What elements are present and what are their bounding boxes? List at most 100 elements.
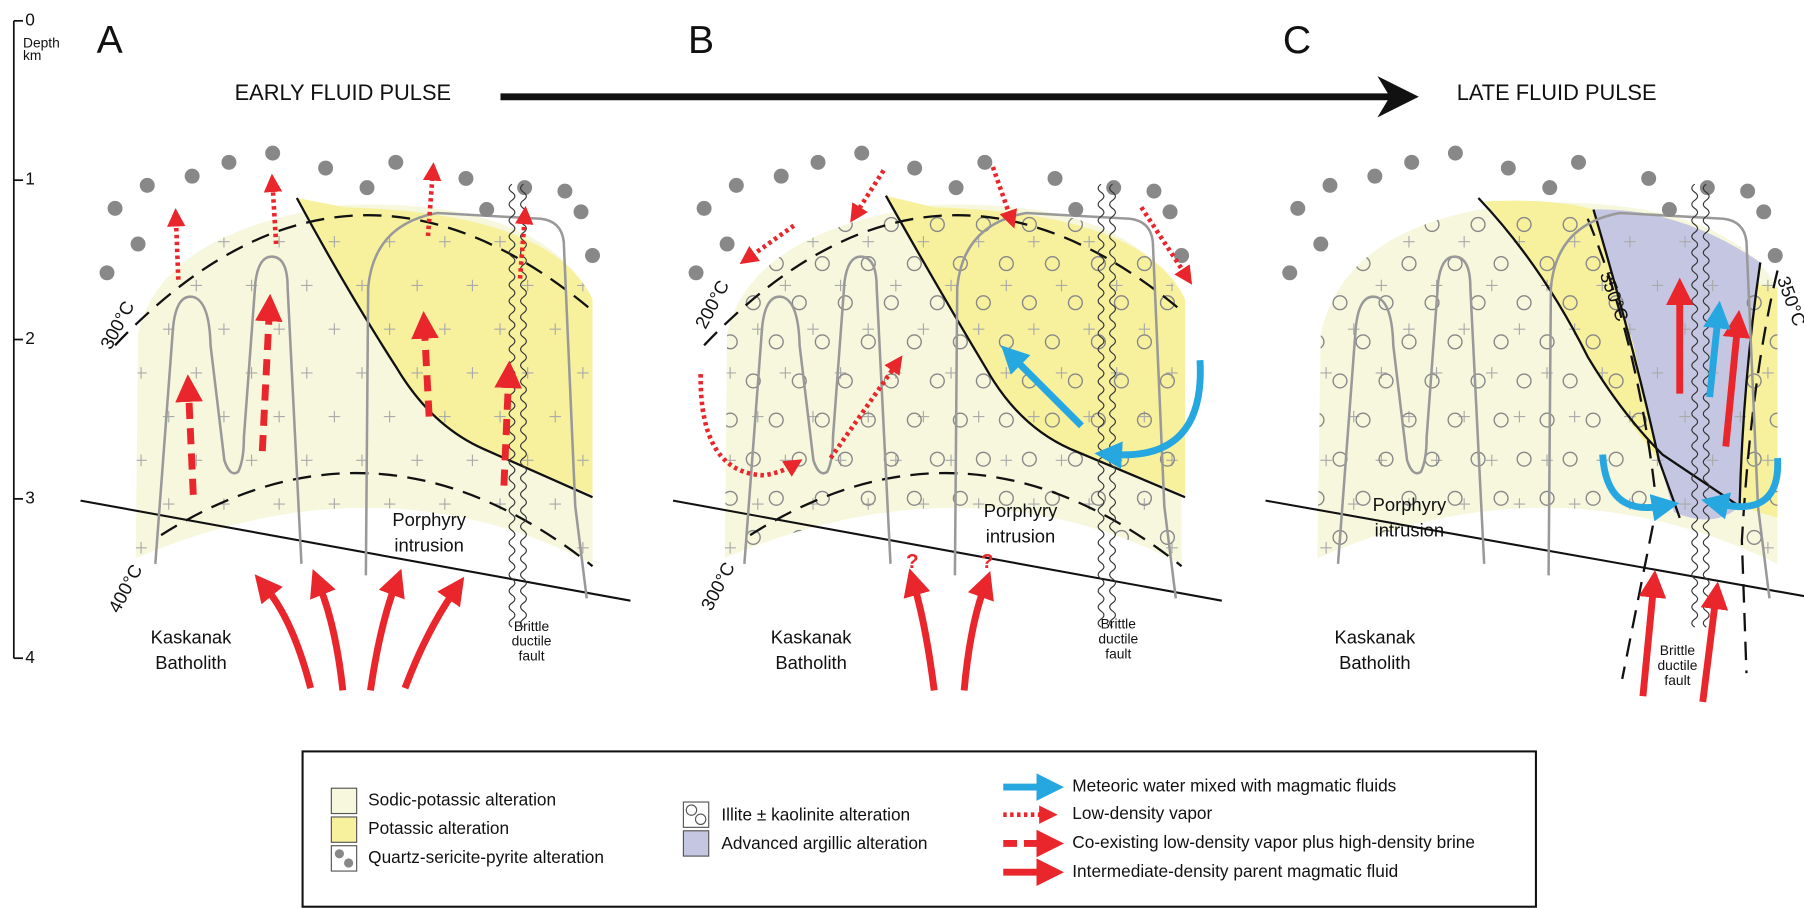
fault-label: fault [1664, 673, 1690, 688]
plus-sign [522, 542, 534, 554]
illite-circle [1068, 531, 1082, 545]
page: Depth km 01234 A B C EARLY FLUID PULSE L… [0, 0, 1804, 908]
qsp-dot [1290, 201, 1305, 216]
legend-swatch [331, 817, 356, 842]
batholith-label: Kaskanak [1334, 627, 1416, 648]
qsp-dot [1048, 171, 1063, 186]
tick-label: 2 [25, 328, 35, 348]
illite-circle [1161, 218, 1175, 232]
intrusion-label: intrusion [394, 534, 464, 555]
parent-fluid-arrow [320, 587, 343, 691]
fault-label: Brittle [1660, 643, 1696, 658]
illite-circle [1310, 257, 1324, 271]
tick-label: 3 [25, 487, 35, 507]
legend-text: Advanced argillic alteration [721, 833, 927, 853]
plus-sign [1596, 542, 1608, 554]
intrusion-label: Porphyry [1373, 494, 1447, 515]
parent-fluid-arrow [915, 587, 935, 691]
qsp-dot [1282, 265, 1297, 280]
qsp-dot [318, 161, 333, 176]
fault-label: Brittle [1101, 616, 1137, 631]
question-mark: ? [906, 550, 919, 573]
qsp-dot [1367, 169, 1382, 184]
tick-label: 4 [25, 647, 35, 667]
isotherm-label: 300°C [696, 559, 739, 614]
fault-label: ductile [512, 634, 552, 649]
illite-circle [1655, 531, 1669, 545]
parent-fluid-arrow [1643, 589, 1653, 696]
qsp-dot [574, 204, 589, 219]
isotherm-label: 300°C [96, 297, 139, 352]
intrusion-label: intrusion [1375, 520, 1445, 541]
plus-sign [550, 236, 562, 248]
legend-text: Potassic alteration [368, 818, 509, 838]
qsp-dot [1501, 161, 1516, 176]
plus-sign [1320, 280, 1332, 292]
qsp-dot [265, 146, 280, 161]
parent-fluid-arrow [267, 589, 311, 688]
plus-sign [780, 542, 792, 554]
legend: Sodic-potassic alteration Potassic alter… [303, 751, 1536, 906]
intrusion-label: Porphyry [984, 500, 1058, 521]
isotherm-label: 350°C [1773, 273, 1804, 328]
qsp-dot [720, 237, 735, 252]
qsp-dot [977, 155, 992, 170]
qsp-dot [131, 237, 146, 252]
qsp-dot [811, 155, 826, 170]
intrusion-label: Porphyry [392, 509, 466, 530]
qsp-dot [729, 178, 744, 193]
figure: Depth km 01234 A B C EARLY FLUID PULSE L… [0, 0, 1804, 908]
parent-fluid-arrow [964, 589, 984, 690]
legend-dot [344, 858, 353, 867]
fault-label: fault [518, 649, 544, 664]
plus-sign [191, 542, 203, 554]
qsp-dot [1163, 204, 1178, 219]
illite-circle [1184, 335, 1198, 349]
qsp-dot [1571, 155, 1586, 170]
legend-text: Illite ± kaolinite alteration [721, 804, 910, 824]
legend-swatch [331, 788, 356, 813]
illite-circle [1609, 531, 1623, 545]
vapor-arrow [176, 221, 178, 280]
parent-fluid-arrow [405, 593, 453, 688]
qsp-dot [774, 169, 789, 184]
illite-circle [1563, 531, 1577, 545]
legend-text: Meteoric water mixed with magmatic fluid… [1072, 776, 1396, 796]
fault-label: ductile [1098, 631, 1138, 646]
qsp-dot [1740, 184, 1755, 199]
plus-sign [890, 542, 902, 554]
qsp-dot [1542, 180, 1557, 195]
qsp-dot [479, 202, 494, 217]
parent-fluid-arrow [370, 587, 394, 691]
legend-text: Co-existing low-density vapor plus high-… [1072, 832, 1475, 852]
plus-sign [135, 280, 147, 292]
plus-sign [467, 542, 479, 554]
qsp-dot [360, 180, 375, 195]
illite-circle [792, 218, 806, 232]
intrusion-label: intrusion [986, 525, 1056, 546]
qsp-dot [557, 184, 572, 199]
panel-c: 350°C 350°C Porphyry intrusion Kaskanak … [1266, 146, 1804, 702]
legend-swatch [683, 831, 708, 856]
plus-sign [1431, 542, 1443, 554]
panel-b: 200°C 300°C ? ? Porphyry intrusion Kaska… [673, 146, 1222, 691]
legend-circle [686, 805, 696, 815]
qsp-dot [1404, 155, 1419, 170]
illite-circle [1517, 531, 1531, 545]
plus-sign [301, 542, 313, 554]
qsp-dot [1146, 184, 1161, 199]
batholith-label: Kaskanak [151, 627, 233, 648]
illite-circle [723, 257, 737, 271]
illite-circle [1747, 218, 1761, 232]
qsp-dot [185, 169, 200, 184]
batholith-label: Batholith [155, 652, 227, 673]
plus-sign [1348, 236, 1360, 248]
plus-sign [1486, 542, 1498, 554]
qsp-dot [949, 180, 964, 195]
qsp-dot [689, 265, 704, 280]
qsp-dot [221, 155, 236, 170]
plus-sign [1139, 236, 1151, 248]
plus-sign [1652, 542, 1664, 554]
fault-label: ductile [1657, 658, 1697, 673]
batholith-label: Kaskanak [771, 627, 853, 648]
